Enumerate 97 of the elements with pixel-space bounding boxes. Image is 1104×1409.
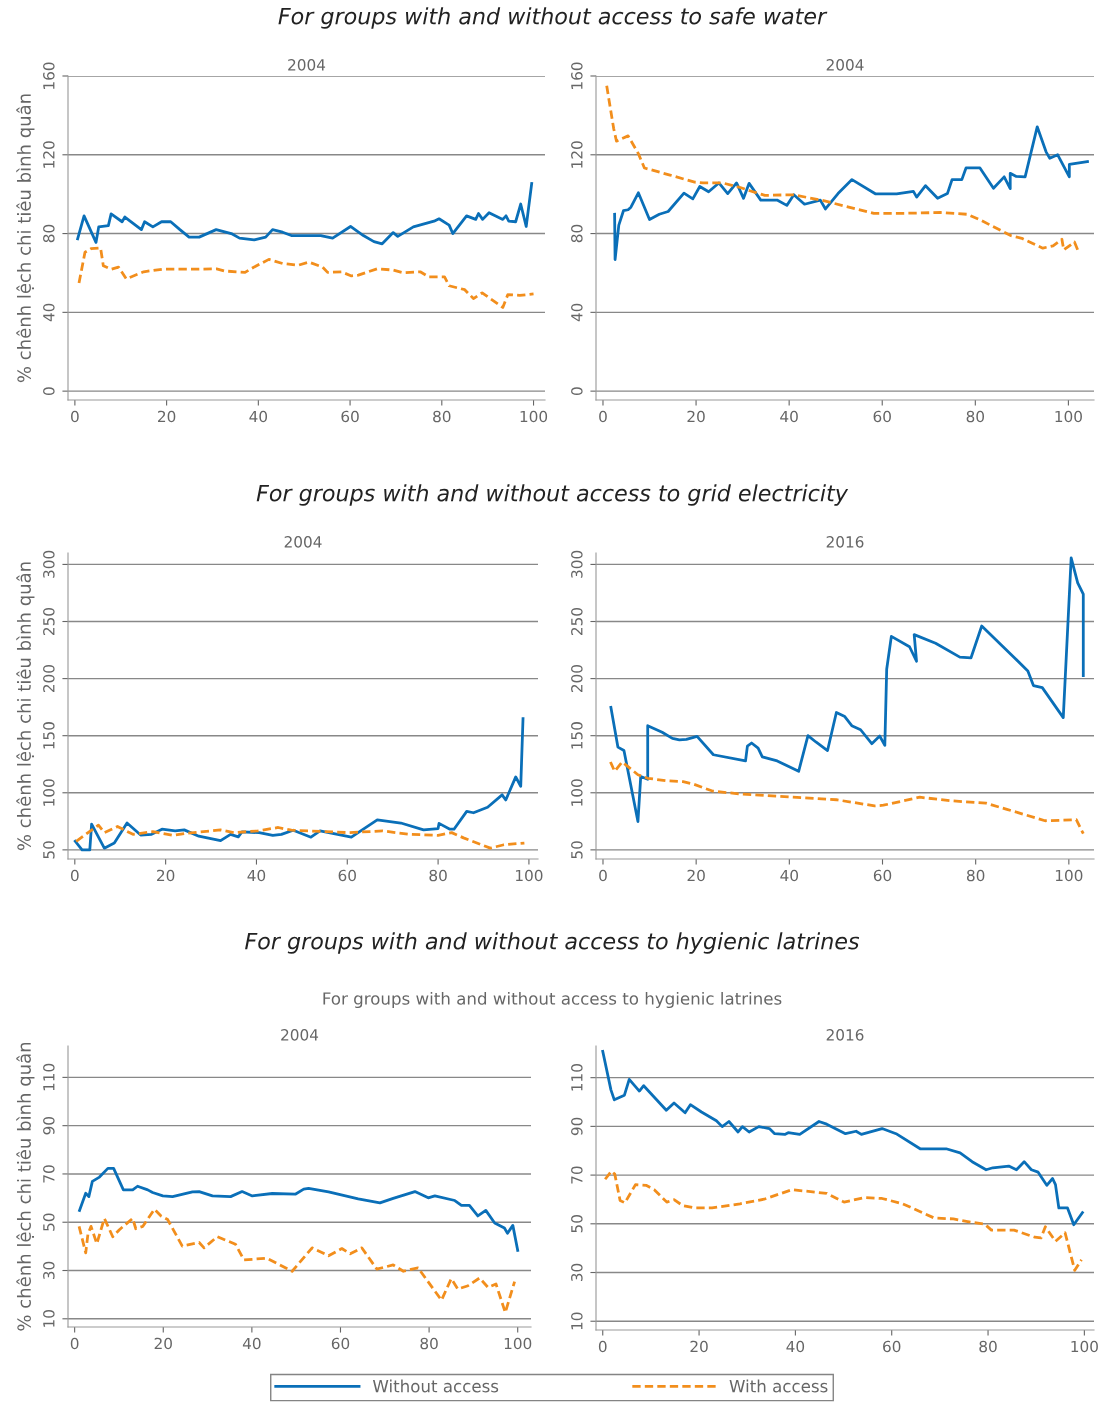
x-tick-label: 0 (70, 1337, 79, 1350)
x-tick-label: 80 (420, 1337, 438, 1350)
text: For groups with and without access to hygienic latrines (245, 932, 860, 954)
y-tick-label: 200 (43, 665, 55, 693)
y-tick-label: 90 (571, 1117, 583, 1136)
x-tick-label: 80 (433, 410, 451, 423)
y-tick-label: 40 (43, 303, 55, 322)
y-tick-label: 50 (43, 841, 55, 859)
y-axis-title: % chênh lệch chi tiêu bình quân (16, 94, 35, 383)
x-tick-label: 60 (873, 410, 891, 423)
x-tick-label: 80 (966, 869, 985, 882)
y-tick-label: 70 (571, 1166, 583, 1184)
line-series (78, 1167, 520, 1252)
x-tick-label: 0 (599, 410, 607, 423)
line-series (613, 125, 1089, 261)
y-tick-label: 300 (571, 550, 583, 578)
y-tick-label: 250 (43, 607, 55, 635)
legend-label: Without access (372, 1379, 499, 1393)
y-tick-label: 30 (43, 1261, 55, 1280)
line-series (77, 246, 535, 309)
x-tick-label: 40 (242, 1337, 261, 1350)
y-tick-label: 50 (571, 841, 583, 859)
x-tick-label: 60 (873, 869, 892, 882)
y-tick-label: 80 (571, 224, 583, 243)
line-series (77, 1207, 516, 1314)
x-tick-label: 20 (154, 1337, 172, 1350)
chart-title: 2004 (826, 59, 864, 71)
line-series (601, 1049, 1084, 1227)
chart-title: 2016 (826, 1029, 864, 1041)
x-tick-label: 80 (966, 410, 985, 423)
x-tick-label: 20 (687, 410, 705, 423)
chart-title: 2016 (826, 536, 864, 548)
y-tick-label: 80 (43, 224, 55, 243)
x-tick-label: 100 (1055, 869, 1083, 882)
y-tick-label: 0 (43, 387, 55, 395)
y-tick-label: 50 (43, 1213, 55, 1231)
x-tick-label: 60 (338, 869, 356, 882)
y-tick-label: 200 (571, 665, 583, 693)
x-tick-label: 40 (786, 1340, 805, 1353)
text: For groups with and without access to hygienic latrines (323, 991, 782, 1009)
y-tick-label: 120 (43, 141, 55, 168)
x-tick-label: 20 (690, 1340, 708, 1353)
y-tick-label: 120 (571, 141, 583, 168)
x-tick-label: 100 (516, 869, 543, 882)
line-series (74, 823, 526, 850)
legend-label: With access (729, 1379, 828, 1393)
y-tick-label: 300 (43, 550, 55, 578)
y-tick-label: 160 (43, 62, 55, 89)
y-axis-title: % chênh lệch chi tiêu bình quân (16, 1042, 35, 1331)
y-tick-label: 70 (43, 1165, 55, 1183)
y-tick-label: 30 (571, 1263, 583, 1282)
x-tick-label: 80 (429, 869, 447, 882)
x-tick-label: 20 (158, 410, 176, 423)
y-tick-label: 0 (571, 387, 583, 395)
x-tick-label: 40 (247, 869, 266, 882)
x-tick-label: 100 (520, 410, 548, 423)
text: For groups with and without access to grid electricity (256, 484, 849, 506)
y-tick-label: 110 (43, 1063, 55, 1091)
x-tick-label: 60 (341, 410, 359, 423)
x-tick-label: 40 (780, 410, 798, 423)
x-tick-label: 40 (780, 869, 799, 882)
text: For groups with and without access to safe water (278, 7, 828, 29)
chart-title: 2004 (284, 536, 322, 548)
x-tick-label: 100 (1071, 1340, 1098, 1353)
x-tick-label: 0 (599, 869, 607, 882)
line-series (609, 760, 1085, 836)
x-tick-label: 0 (71, 410, 79, 423)
y-tick-label: 10 (43, 1310, 55, 1327)
chart-title: 2004 (288, 59, 326, 71)
y-tick-label: 150 (43, 722, 55, 749)
chart-title: 2004 (281, 1029, 319, 1041)
y-axis-title: % chênh lệch chi tiêu bình quân (16, 562, 35, 851)
y-tick-label: 250 (571, 607, 583, 635)
x-tick-label: 0 (70, 869, 79, 882)
y-tick-label: 40 (571, 303, 583, 322)
x-tick-label: 100 (1055, 410, 1082, 423)
y-tick-label: 100 (571, 779, 583, 806)
line-series (605, 84, 1080, 252)
y-tick-label: 50 (571, 1215, 583, 1233)
y-tick-label: 110 (571, 1064, 583, 1091)
y-tick-label: 90 (43, 1116, 55, 1135)
x-tick-label: 80 (979, 1340, 997, 1353)
x-tick-label: 0 (598, 1340, 607, 1353)
line-series (76, 182, 534, 246)
x-tick-label: 40 (249, 410, 268, 423)
y-tick-label: 10 (571, 1312, 583, 1330)
x-tick-label: 20 (157, 869, 175, 882)
y-tick-label: 100 (43, 779, 55, 806)
x-tick-label: 60 (883, 1340, 901, 1353)
y-tick-label: 150 (571, 722, 583, 749)
x-tick-label: 100 (504, 1337, 532, 1350)
line-series (73, 717, 525, 852)
x-tick-label: 60 (331, 1337, 350, 1350)
x-tick-label: 20 (687, 869, 705, 882)
line-series (603, 1169, 1083, 1272)
line-series (609, 556, 1085, 823)
y-tick-label: 160 (571, 62, 583, 89)
